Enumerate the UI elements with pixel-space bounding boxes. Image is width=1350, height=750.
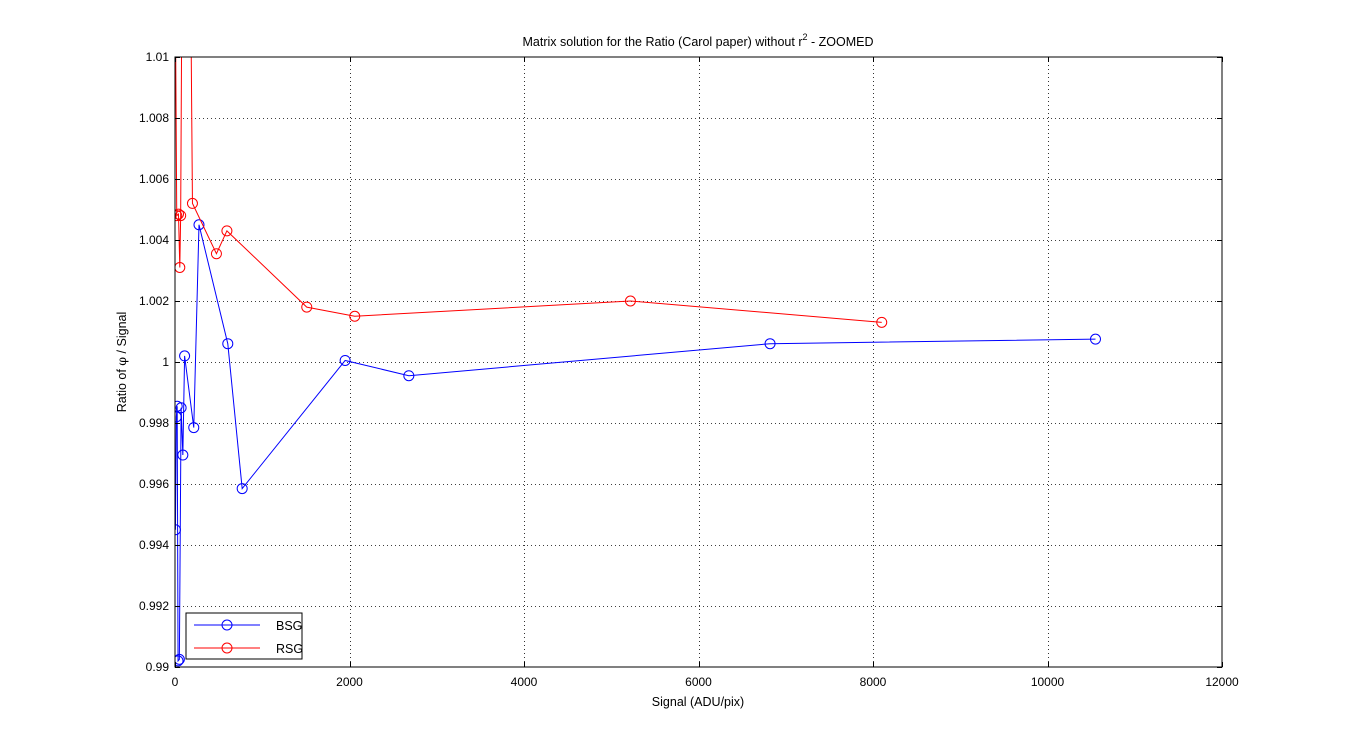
data-point-rsg [175, 210, 183, 222]
data-point-rsg [177, 46, 187, 56]
data-point-bsg [339, 354, 351, 366]
y-tick-label: 1.006 [139, 172, 169, 186]
y-tick-label: 0.992 [139, 599, 169, 613]
x-tick-label: 10000 [1031, 675, 1065, 689]
x-tick-label: 6000 [685, 675, 712, 689]
data-point-rsg [301, 301, 313, 313]
chart-title: Matrix solution for the Ratio (Carol pap… [523, 32, 874, 49]
x-tick-label: 8000 [860, 675, 887, 689]
data-point-bsg [179, 350, 191, 362]
data-point-rsg [175, 210, 187, 222]
y-tick-label: 1.01 [146, 50, 170, 64]
x-tick-label: 2000 [336, 675, 363, 689]
legend-item-bsg: BSG [194, 619, 302, 633]
data-point-rsg [175, 261, 186, 273]
phi-symbol: φ [114, 357, 129, 366]
legend: BSG RSG [185, 612, 303, 660]
data-point-bsg [193, 219, 205, 231]
legend-item-rsg: RSG [194, 642, 303, 656]
legend-rsg-marker [221, 642, 233, 654]
x-axis-label: Signal (ADU/pix) [652, 695, 744, 709]
data-point-bsg [403, 370, 415, 382]
data-point-rsg [221, 225, 233, 237]
legend-rsg-label: RSG [276, 642, 303, 656]
y-tick-label: 1.002 [139, 294, 169, 308]
data-point-rsg [186, 197, 198, 209]
y-tick-label: 0.994 [139, 538, 169, 552]
legend-bsg-label: BSG [276, 619, 302, 633]
grid-lines [175, 57, 1222, 667]
y-tick-label: 0.99 [146, 660, 170, 674]
data-point-rsg [175, 208, 184, 220]
x-tick-label: 12000 [1205, 675, 1239, 689]
x-tick-label: 0 [172, 675, 179, 689]
data-point-rsg [182, 15, 192, 25]
ticks: 0 2000 4000 6000 8000 10000 12000 0.99 0.992 0.99… [139, 50, 1239, 689]
data-point-bsg [177, 449, 189, 461]
data-point-bsg [236, 483, 248, 495]
data-point-bsg [1089, 333, 1101, 345]
data-point-rsg [179, 15, 189, 25]
data-point-rsg [876, 316, 888, 328]
y-tick-label: 1.004 [139, 233, 169, 247]
data-point-rsg [624, 295, 636, 307]
data-point-bsg [175, 411, 182, 423]
data-point-bsg [175, 655, 184, 667]
data-point-rsg [186, 37, 196, 47]
data-point-bsg [175, 653, 185, 665]
data-point-rsg [170, 6, 180, 16]
data-point-bsg [188, 422, 200, 434]
data-point-rsg [349, 310, 361, 322]
data-point-bsg [222, 338, 234, 350]
y-tick-label: 0.996 [139, 477, 169, 491]
x-tick-label: 4000 [511, 675, 538, 689]
y-tick-label: 0.998 [139, 416, 169, 430]
data-point-bsg [764, 338, 776, 350]
y-tick-label: 1 [162, 355, 169, 369]
legend-bsg-marker [221, 619, 233, 631]
data-point-bsg [175, 402, 187, 414]
legend-box [185, 612, 303, 660]
plot-area [175, 57, 1222, 667]
title-superscript: 2 [803, 32, 808, 42]
data-point-rsg [210, 248, 222, 260]
series-line-bsg [175, 224, 1096, 663]
y-axis-label: Ratio of φ / Signal [114, 312, 129, 413]
y-tick-label: 1.008 [139, 111, 169, 125]
